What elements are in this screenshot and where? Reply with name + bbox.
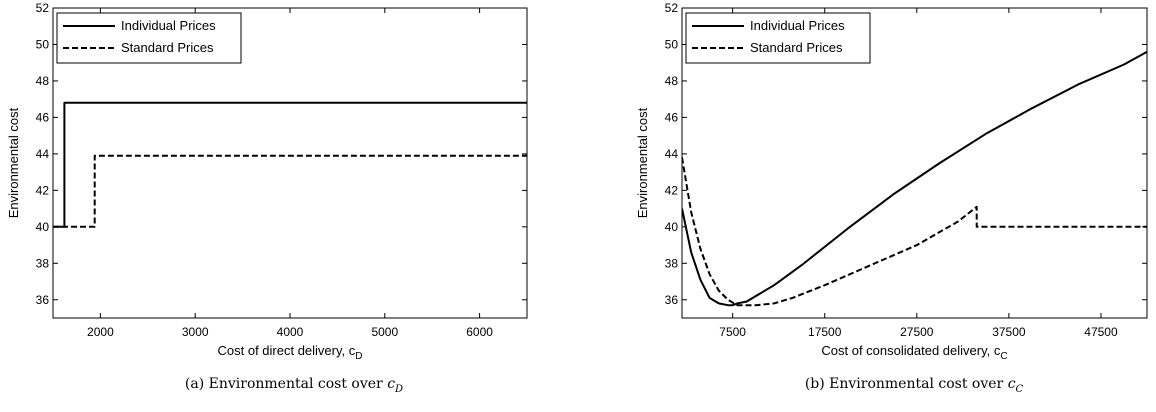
y-axis-label: Environmental cost bbox=[635, 107, 650, 218]
y-tick-label: 44 bbox=[36, 147, 50, 161]
x-tick-label: 5000 bbox=[371, 325, 398, 339]
x-axis-label: Cost of consolidated delivery, cC bbox=[821, 343, 1007, 362]
y-tick-label: 50 bbox=[36, 37, 50, 51]
legend-label: Individual Prices bbox=[750, 18, 845, 33]
series-line-standard-prices bbox=[682, 157, 1147, 307]
x-tick-label: 2000 bbox=[87, 325, 114, 339]
x-tick-label: 7500 bbox=[719, 325, 746, 339]
y-tick-label: 44 bbox=[665, 147, 679, 161]
y-tick-label: 42 bbox=[665, 183, 679, 197]
y-tick-label: 36 bbox=[36, 293, 50, 307]
chart-panel-b: 36 38 40 42 44 46 48 50 52 7500 17500 27500 37500 475… bbox=[635, 1, 1148, 395]
x-tick-label: 17500 bbox=[808, 325, 842, 339]
x-tick-label: 4000 bbox=[277, 325, 304, 339]
series-line-individual-prices bbox=[682, 50, 1147, 307]
y-tick-label: 46 bbox=[665, 110, 679, 124]
y-tick-label: 52 bbox=[36, 1, 50, 15]
y-tick-label: 36 bbox=[665, 293, 679, 307]
figure-caption: (a) Environmental cost over cD bbox=[185, 376, 403, 395]
y-tick-label: 42 bbox=[36, 183, 50, 197]
x-tick-label: 6000 bbox=[466, 325, 493, 339]
y-tick-label: 52 bbox=[665, 1, 679, 15]
x-axis-label: Cost of direct delivery, cD bbox=[218, 343, 363, 362]
legend-box bbox=[56, 12, 242, 64]
x-tick-label: 3000 bbox=[182, 325, 209, 339]
x-tick-label: 47500 bbox=[1084, 325, 1118, 339]
legend-box bbox=[685, 12, 871, 64]
y-axis-label: Environmental cost bbox=[6, 107, 21, 218]
legend-label: Standard Prices bbox=[750, 40, 843, 55]
y-tick-label: 40 bbox=[665, 220, 679, 234]
y-tick-label: 38 bbox=[36, 256, 50, 270]
chart-panel-a: 36 38 40 42 44 46 48 50 52 2000 3000 4000 5000 6000 In… bbox=[6, 1, 528, 395]
y-tick-label: 48 bbox=[665, 74, 679, 88]
y-tick-label: 48 bbox=[36, 74, 50, 88]
legend-label: Standard Prices bbox=[121, 40, 214, 55]
y-tick-label: 40 bbox=[36, 220, 50, 234]
y-tick-label: 50 bbox=[665, 37, 679, 51]
series-line-standard-prices bbox=[53, 154, 527, 228]
x-tick-label: 37500 bbox=[992, 325, 1026, 339]
y-tick-label: 38 bbox=[665, 256, 679, 270]
legend-label: Individual Prices bbox=[121, 18, 216, 33]
y-tick-label: 46 bbox=[36, 110, 50, 124]
figure-caption: (b) Environmental cost over cC bbox=[805, 376, 1024, 395]
x-tick-label: 27500 bbox=[900, 325, 934, 339]
